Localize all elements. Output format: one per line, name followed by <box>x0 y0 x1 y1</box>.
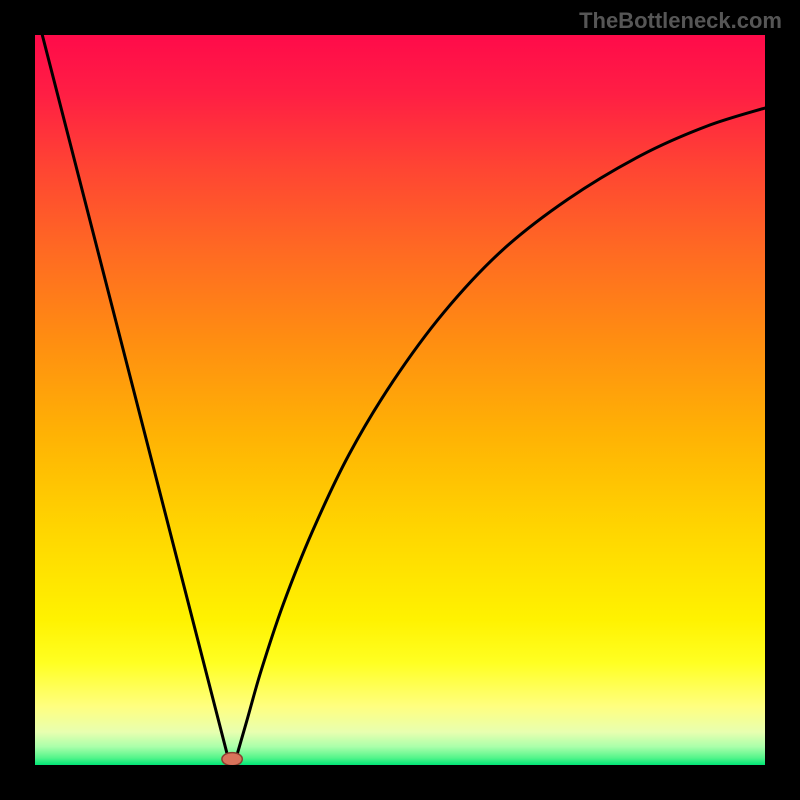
chart-frame: TheBottleneck.com <box>0 0 800 800</box>
chart-svg <box>35 35 765 765</box>
plot-area <box>35 35 765 765</box>
optimum-marker <box>222 753 242 765</box>
gradient-background <box>35 35 765 765</box>
watermark-label: TheBottleneck.com <box>579 8 782 34</box>
